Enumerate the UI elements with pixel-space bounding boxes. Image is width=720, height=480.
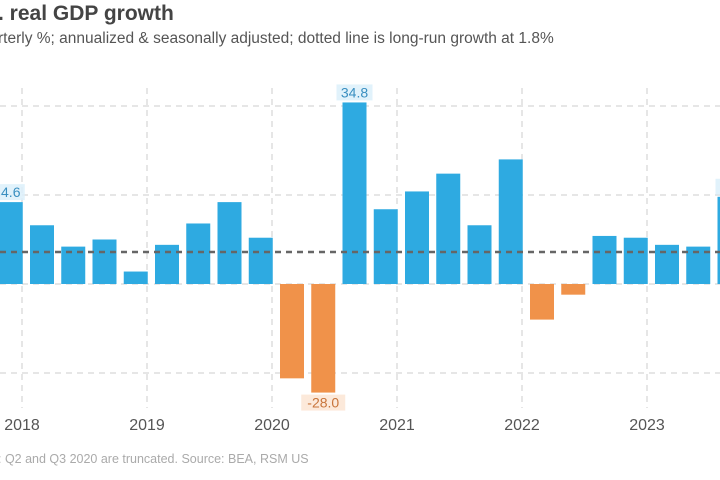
chart-title: . real GDP growth <box>0 2 174 25</box>
bar-2022Q4 <box>623 237 648 284</box>
data-label-2020Q3: 34.8 <box>341 84 368 100</box>
x-tick-label: 2020 <box>254 417 290 434</box>
bar-2022Q2 <box>561 284 586 295</box>
bar-2022Q3 <box>592 235 617 284</box>
x-tick-label: 2021 <box>379 417 415 434</box>
bar-2021Q3 <box>467 225 492 284</box>
bar-2021Q4 <box>498 159 523 284</box>
bar-2019Q2 <box>186 223 211 284</box>
bar-2020Q4 <box>373 209 398 284</box>
bar-2019Q3 <box>217 202 242 284</box>
bar-2021Q2 <box>436 173 461 284</box>
x-tick-label: 2019 <box>129 417 165 434</box>
bar-2021Q1 <box>405 191 429 284</box>
bar-2020Q3 <box>342 102 367 284</box>
bar-2018Q4 <box>123 271 148 284</box>
data-label-2020Q2: -28.0 <box>307 395 339 411</box>
data-label-bg <box>0 184 25 201</box>
x-tick-label: 2023 <box>629 417 665 434</box>
chart-note: : Q2 and Q3 2020 are truncated. Source: … <box>0 452 309 466</box>
bar-2018Q3 <box>92 239 117 284</box>
bar-2022Q1 <box>530 284 554 320</box>
bar-2023Q3 <box>717 196 720 284</box>
x-tick-label: 2022 <box>504 417 540 434</box>
data-label-bg <box>336 84 373 101</box>
data-label-bg <box>301 394 346 411</box>
bar-2018Q1 <box>30 225 54 284</box>
x-tick-label: 2018 <box>4 417 40 434</box>
bar-2020Q1 <box>280 284 304 379</box>
bar-2020Q2 <box>311 284 336 393</box>
bar-2019Q4 <box>248 237 273 284</box>
data-label-bg <box>715 178 720 195</box>
chart-subtitle: rterly %; annualized & seasonally adjust… <box>0 30 554 47</box>
data-label-2017Q4: 4.6 <box>1 184 21 200</box>
bar-2017Q4 <box>0 202 23 284</box>
